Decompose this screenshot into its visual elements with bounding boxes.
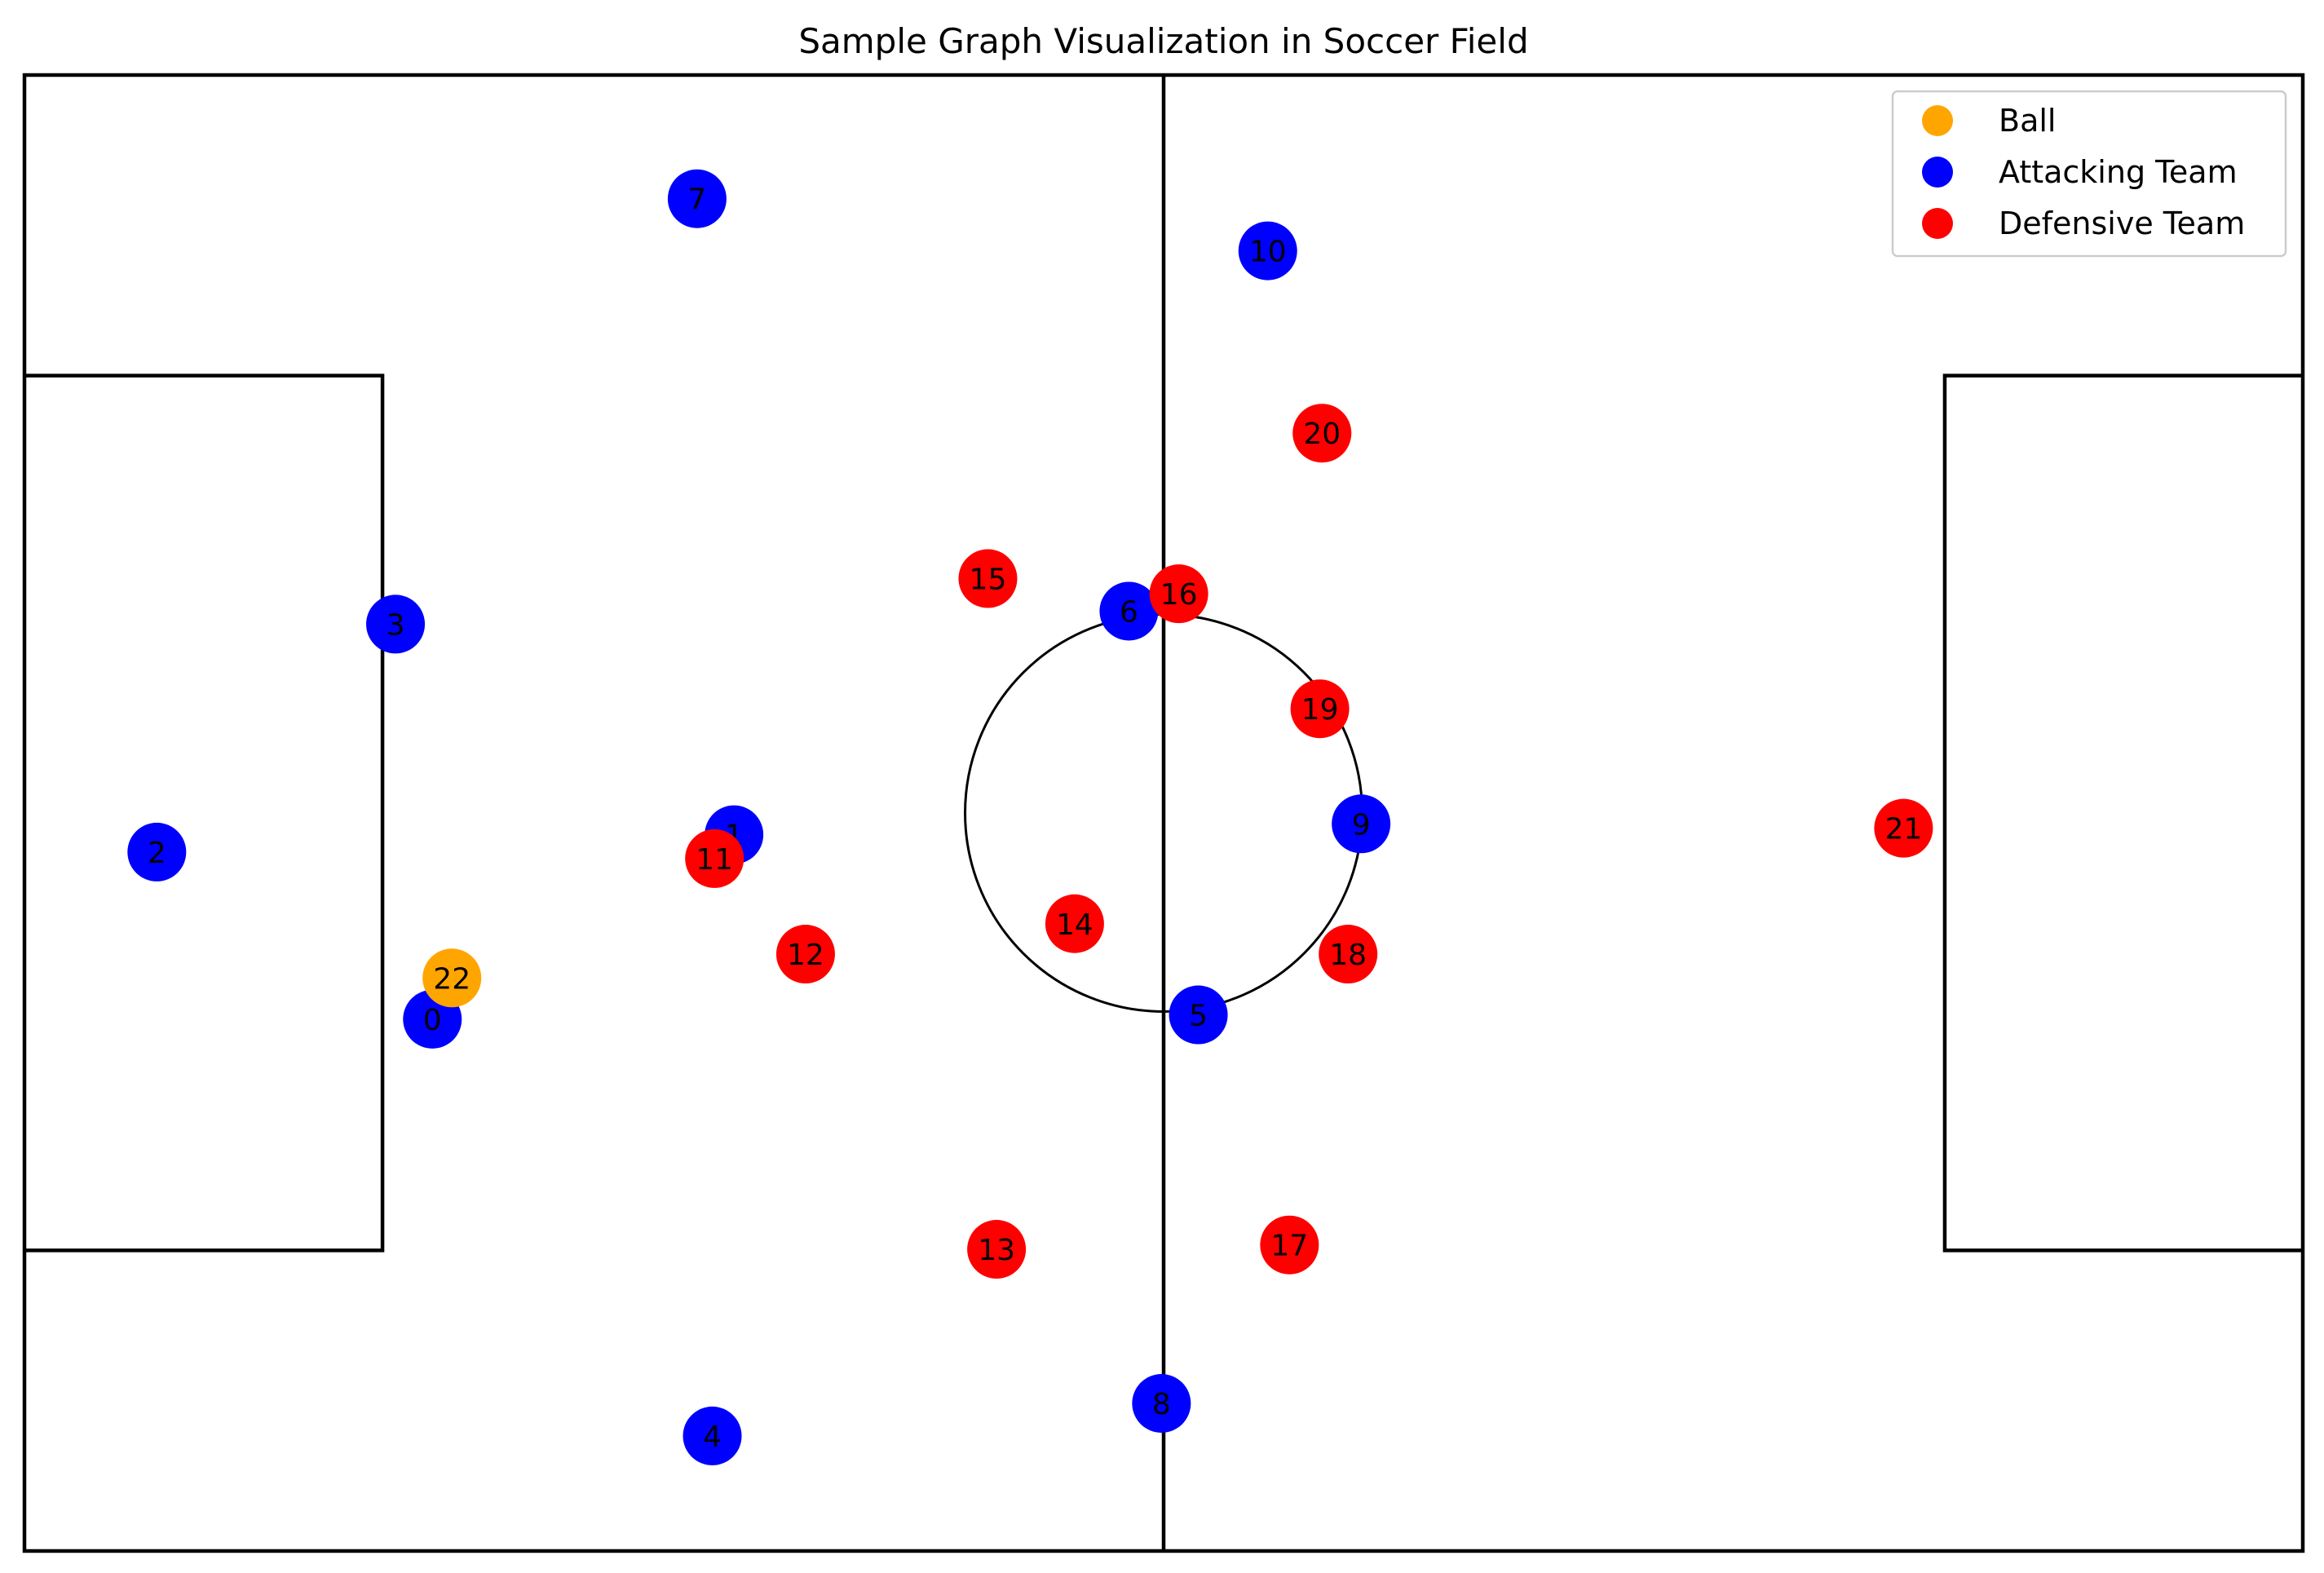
player-node-8: 8 [1132, 1374, 1191, 1433]
player-node-16: 16 [1149, 564, 1208, 624]
legend-items: Ball Attacking Team Defensive Team [1922, 103, 2245, 241]
player-node-18: 18 [1319, 925, 1378, 984]
player-node-13: 13 [967, 1220, 1027, 1279]
data-label: 17 [1270, 1230, 1308, 1263]
data-label: 11 [696, 843, 733, 877]
legend: Ball Attacking Team Defensive Team [1891, 90, 2287, 258]
legend-marker [1922, 157, 1953, 188]
data-label: 19 [1301, 693, 1339, 727]
data-label: 7 [687, 183, 706, 217]
player-node-20: 20 [1292, 404, 1352, 463]
data-point [1149, 564, 1208, 624]
data-label: 15 [970, 563, 1007, 597]
data-label: 9 [1352, 808, 1371, 842]
data-point [1132, 1374, 1191, 1433]
data-label: 22 [433, 962, 471, 996]
soccer-field [22, 73, 2305, 1553]
chart-title: Sample Graph Visualization in Soccer Fie… [798, 21, 1528, 61]
legend-label: Attacking Team [1999, 154, 2238, 190]
data-label: 18 [1329, 939, 1367, 972]
data-point [1319, 925, 1378, 984]
data-label: 12 [787, 939, 824, 972]
legend-entry: Defensive Team [1922, 205, 2245, 241]
data-label: 16 [1160, 578, 1198, 612]
data-point [422, 948, 482, 1008]
legend-frame [1891, 90, 2287, 258]
data-point [1045, 894, 1104, 953]
player-node-4: 4 [683, 1406, 742, 1465]
player-node-7: 7 [667, 169, 727, 228]
data-point [1099, 581, 1159, 641]
data-point [667, 169, 727, 228]
data-point [958, 549, 1018, 608]
player-node-22: 22 [422, 948, 482, 1008]
player-node-2: 2 [127, 822, 187, 881]
data-label: 10 [1249, 236, 1287, 269]
data-label: 5 [1189, 1000, 1208, 1033]
data-label: 13 [978, 1234, 1015, 1267]
data-label: 2 [148, 837, 166, 870]
data-point [1292, 404, 1352, 463]
legend-marker [1922, 208, 1953, 239]
legend-label: Defensive Team [1999, 205, 2245, 241]
player-node-17: 17 [1260, 1215, 1319, 1275]
player-node-10: 10 [1238, 221, 1297, 281]
data-point [1332, 794, 1391, 854]
data-label: 3 [387, 608, 405, 642]
penalty-box-left [24, 373, 385, 1253]
data-point [1874, 798, 1933, 858]
data-label: 6 [1120, 595, 1138, 629]
data-point [1238, 221, 1297, 281]
legend-entry: Attacking Team [1922, 154, 2238, 190]
data-point [366, 594, 426, 654]
data-label: 21 [1884, 813, 1922, 846]
player-node-21: 21 [1874, 798, 1933, 858]
data-label: 14 [1056, 908, 1094, 942]
player-node-5: 5 [1169, 985, 1228, 1045]
data-point [1260, 1215, 1319, 1275]
data-label: 8 [1152, 1388, 1171, 1421]
legend-marker [1922, 105, 1953, 136]
player-node-6: 6 [1099, 581, 1159, 641]
data-label: 0 [423, 1004, 442, 1037]
data-point [127, 822, 187, 881]
data-point [775, 925, 835, 984]
player-node-12: 12 [775, 925, 835, 984]
data-point [683, 1406, 742, 1465]
player-node-9: 9 [1332, 794, 1391, 854]
data-point [967, 1220, 1027, 1279]
player-node-3: 3 [366, 594, 426, 654]
data-point [685, 828, 744, 888]
player-node-15: 15 [958, 549, 1018, 608]
legend-label: Ball [1999, 103, 2056, 139]
data-label: 4 [703, 1421, 722, 1454]
data-point [1290, 679, 1350, 739]
data-label: 20 [1303, 418, 1341, 451]
legend-entry: Ball [1922, 103, 2056, 139]
data-point [1169, 985, 1228, 1045]
player-node-19: 19 [1290, 679, 1350, 739]
penalty-box-right [1942, 373, 2303, 1253]
player-node-11: 11 [685, 828, 744, 888]
player-node-14: 14 [1045, 894, 1104, 953]
